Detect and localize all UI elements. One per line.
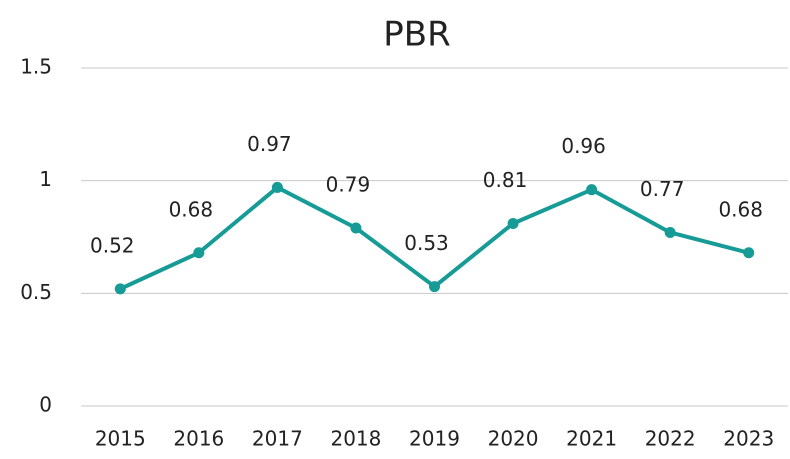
- point: [586, 184, 598, 196]
- y-tick-label: 1: [39, 167, 52, 191]
- x-tick-label: 2018: [330, 427, 381, 451]
- x-tick-label: 2021: [566, 427, 617, 451]
- x-tick-label: 2023: [723, 427, 774, 451]
- point: [271, 181, 283, 193]
- x-tick-label: 2017: [252, 427, 303, 451]
- point: [193, 247, 205, 259]
- chart-title: PBR: [383, 15, 450, 55]
- point: [664, 226, 676, 238]
- point: [429, 281, 440, 293]
- data-label: 0.79: [326, 172, 371, 196]
- x-tick-label: 2015: [95, 427, 146, 451]
- y-tick-label: 1.5: [20, 55, 52, 79]
- y-tick-label: 0: [39, 393, 52, 417]
- point: [350, 222, 362, 234]
- x-tick-label: 2019: [409, 427, 460, 451]
- data-label: 0.52: [90, 233, 135, 257]
- point: [743, 247, 755, 259]
- point: [507, 217, 519, 229]
- data-label: 0.81: [483, 168, 528, 192]
- data-label: 0.97: [247, 132, 292, 156]
- data-label: 0.77: [640, 177, 685, 201]
- data-label: 0.53: [404, 231, 449, 255]
- point: [114, 283, 126, 295]
- data-label: 0.68: [718, 197, 763, 221]
- y-tick-label: 0.5: [20, 280, 52, 304]
- data-label: 0.68: [169, 197, 214, 221]
- x-tick-label: 2020: [488, 427, 539, 451]
- data-label: 0.96: [561, 134, 606, 158]
- x-tick-label: 2022: [645, 427, 696, 451]
- x-tick-label: 2016: [173, 427, 224, 451]
